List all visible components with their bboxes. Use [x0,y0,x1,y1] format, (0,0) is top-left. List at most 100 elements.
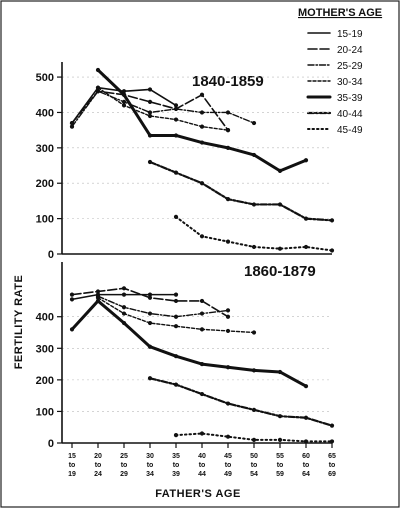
legend-items: 15-19 20-24 25-29 30-34 35-39 40-44 45-49 [306,29,363,136]
y-tick-label: 400 [36,312,54,324]
data-point-30-34 [95,85,101,90]
x-tick-label: 40 to 44 [198,453,206,478]
data-point-45-49 [251,244,257,250]
data-point-35-39 [147,344,153,349]
data-point-15-19 [173,103,179,108]
data-point-25-29 [69,124,75,129]
legend-label: 15-19 [337,29,363,40]
y-tick-label: 0 [48,249,54,261]
data-point-25-29 [199,110,205,115]
data-point-45-49 [303,439,309,444]
data-point-45-49 [199,431,205,436]
data-point-20-24 [147,295,153,300]
legend-item-30-34: 30-34 [307,77,363,88]
panel-1860-1879: 1860-1879 0 100 200 300 400 15 to 19 20 to 24 25 to… [36,262,336,478]
data-point-25-29 [173,314,179,319]
data-point-25-29 [225,308,231,313]
data-point-30-34 [225,128,231,133]
data-point-45-49 [225,434,231,439]
series-line-35-39 [70,299,308,388]
series-line-40-44 [148,377,334,427]
data-point-20-24 [95,289,101,294]
data-point-40-44 [329,218,335,223]
legend-item-25-29: 25-29 [307,61,363,72]
x-tick-label: 30 to 34 [146,453,154,478]
data-point-40-44 [173,170,179,175]
legend-label: 35-39 [337,93,363,104]
data-point-30-34 [121,103,127,108]
data-point-15-19 [147,87,153,92]
data-point-35-39 [199,140,205,145]
y-tick-label: 200 [36,178,54,190]
data-point-40-44 [199,181,205,186]
x-tick-label: 20 to 24 [94,453,102,478]
data-point-20-24 [199,92,205,97]
data-point-30-34 [147,320,153,326]
series-line-40-44 [148,160,334,222]
data-point-25-29 [173,106,179,112]
data-point-25-29 [251,120,257,126]
data-point-40-44 [147,159,153,165]
data-point-40-44 [329,423,335,428]
x-axis-label: FATHER'S AGE [155,488,241,500]
x-tick-label: 35 to 39 [172,453,180,478]
x-tick-label: 15 to 19 [68,453,76,478]
data-point-15-19 [69,297,75,302]
y-tick-label: 100 [36,406,54,418]
data-point-45-49 [277,437,283,442]
legend-item-35-39: 35-39 [306,93,363,104]
y-ticks-top: 0 100 200 300 400 500 [36,72,62,261]
series-line-25-29 [71,90,255,128]
data-point-25-29 [121,305,127,310]
legend-title: MOTHER'S AGE [298,7,382,19]
y-ticks-bottom: 0 100 200 300 400 [36,312,62,450]
legend-label: 30-34 [337,77,363,88]
data-point-35-39 [121,92,127,97]
data-point-35-39 [121,320,127,326]
data-point-20-24 [121,286,127,291]
data-point-35-39 [147,133,153,138]
series-line-25-29 [97,295,229,318]
data-point-30-34 [173,117,179,122]
data-point-30-34 [199,327,205,332]
data-point-40-44 [199,391,205,397]
data-point-20-24 [173,298,179,304]
series-top [69,67,335,253]
data-point-45-49 [251,437,257,442]
data-point-25-29 [121,99,127,104]
data-point-35-39 [277,369,283,375]
y-tick-label: 0 [48,438,54,450]
data-point-40-44 [303,216,309,221]
data-point-35-39 [173,133,179,138]
data-point-40-44 [225,401,231,406]
data-point-25-29 [147,110,153,115]
data-point-45-49 [173,433,179,438]
y-tick-label: 200 [36,375,54,387]
data-point-30-34 [121,311,127,316]
legend-label: 45-49 [337,125,363,136]
data-point-45-49 [225,239,231,244]
series-line-30-34 [97,86,229,131]
data-point-25-29 [199,311,205,316]
x-ticks: 15 to 19 20 to 24 25 to 29 30 to 34 35 to 39 40 to 44 45 to… [68,443,336,478]
data-point-25-29 [225,110,231,115]
data-point-40-44 [277,202,283,207]
y-tick-label: 100 [36,214,54,226]
legend-label: 25-29 [337,61,363,72]
data-point-45-49 [277,246,283,251]
data-point-35-39 [225,145,231,150]
panel-title-bottom: 1860-1879 [244,263,316,280]
x-tick-label: 60 to 64 [302,453,310,478]
x-tick-label: 50 to 54 [250,453,258,478]
data-point-35-39 [277,168,283,173]
data-point-35-39 [303,384,309,389]
data-point-15-19 [173,292,179,297]
data-point-15-19 [121,292,127,297]
x-tick-label: 65 to 69 [328,453,336,478]
legend-item-45-49: 45-49 [307,125,363,136]
data-point-45-49 [329,439,335,444]
data-point-45-49 [303,244,309,250]
data-point-35-39 [251,368,257,373]
